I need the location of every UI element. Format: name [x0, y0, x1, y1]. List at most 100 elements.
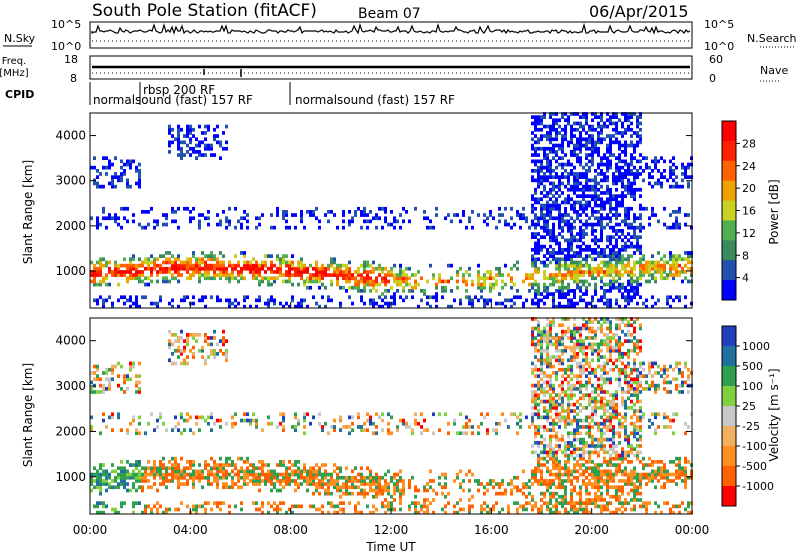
- heatmap-cell: [102, 279, 105, 284]
- heatmap-cell: [276, 257, 279, 262]
- heatmap-cell: [567, 282, 570, 287]
- heatmap-cell: [255, 421, 258, 426]
- heatmap-cell: [573, 374, 576, 378]
- heatmap-cell: [597, 355, 600, 359]
- heatmap-cell: [444, 279, 447, 284]
- heatmap-cell: [141, 466, 144, 471]
- heatmap-cell: [375, 475, 378, 480]
- heatmap-cell: [135, 479, 138, 483]
- heatmap-cell: [177, 355, 180, 359]
- heatmap-cell: [579, 374, 582, 378]
- heatmap-cell: [432, 273, 435, 277]
- heatmap-cell: [669, 295, 672, 300]
- heatmap-cell: [585, 450, 588, 455]
- heatmap-cell: [465, 295, 468, 300]
- heatmap-cell: [540, 178, 543, 183]
- heatmap-cell: [618, 118, 621, 123]
- heatmap-cell: [582, 232, 585, 236]
- heatmap-cell: [615, 285, 618, 290]
- heatmap-cell: [576, 159, 579, 164]
- heatmap-cell: [324, 266, 327, 271]
- heatmap-cell: [555, 491, 558, 496]
- heatmap-cell: [216, 504, 219, 509]
- heatmap-cell: [204, 361, 207, 366]
- heatmap-cell: [330, 210, 333, 214]
- heatmap-cell: [477, 298, 480, 303]
- heatmap-cell: [591, 425, 594, 429]
- heatmap-cell: [558, 304, 561, 309]
- heatmap-cell: [153, 301, 156, 306]
- heatmap-cell: [456, 285, 459, 290]
- heatmap-cell: [177, 348, 180, 353]
- heatmap-cell: [543, 479, 546, 483]
- heatmap-cell: [603, 317, 606, 321]
- heatmap-cell: [597, 244, 600, 249]
- heatmap-cell: [585, 279, 588, 284]
- heatmap-cell: [537, 301, 540, 306]
- heatmap-cell: [621, 285, 624, 290]
- heatmap-cell: [546, 222, 549, 227]
- heatmap-cell: [252, 257, 255, 262]
- heatmap-cell: [588, 498, 591, 502]
- heatmap-cell: [537, 460, 540, 464]
- heatmap-cell: [468, 479, 471, 483]
- heatmap-cell: [483, 213, 486, 217]
- heatmap-cell: [630, 115, 633, 119]
- heatmap-cell: [300, 301, 303, 306]
- heatmap-cell: [606, 409, 609, 413]
- heatmap-cell: [393, 273, 396, 277]
- heatmap-cell: [573, 456, 576, 461]
- heatmap-cell: [123, 485, 126, 490]
- heatmap-cell: [123, 482, 126, 486]
- heatmap-cell: [627, 181, 630, 186]
- heatmap-cell: [561, 285, 564, 290]
- heatmap-cell: [252, 466, 255, 471]
- heatmap-cell: [363, 301, 366, 306]
- heatmap-cell: [540, 134, 543, 138]
- heatmap-cell: [402, 485, 405, 490]
- heatmap-cell: [384, 210, 387, 214]
- heatmap-cell: [549, 159, 552, 164]
- heatmap-cell: [576, 146, 579, 151]
- heatmap-cell: [357, 273, 360, 277]
- heatmap-cell: [498, 206, 501, 211]
- heatmap-cell: [576, 437, 579, 442]
- heatmap-cell: [237, 469, 240, 474]
- heatmap-cell: [246, 456, 249, 461]
- heatmap-cell: [132, 482, 135, 486]
- heatmap-cell: [564, 463, 567, 467]
- y-tick-label: 3000: [55, 174, 86, 188]
- heatmap-cell: [543, 203, 546, 208]
- heatmap-cell: [189, 276, 192, 281]
- heatmap-cell: [612, 270, 615, 274]
- heatmap-cell: [573, 466, 576, 471]
- heatmap-cell: [627, 210, 630, 214]
- heatmap-cell: [222, 463, 225, 467]
- heatmap-cell: [591, 273, 594, 277]
- heatmap-cell: [561, 225, 564, 230]
- heatmap-cell: [171, 352, 174, 356]
- heatmap-cell: [537, 441, 540, 445]
- heatmap-cell: [375, 485, 378, 490]
- heatmap-cell: [129, 295, 132, 300]
- heatmap-cell: [585, 244, 588, 249]
- heatmap-cell: [621, 194, 624, 198]
- heatmap-cell: [327, 488, 330, 493]
- heatmap-cell: [579, 121, 582, 126]
- heatmap-cell: [159, 412, 162, 417]
- heatmap-cell: [303, 282, 306, 287]
- heatmap-cell: [597, 488, 600, 493]
- heatmap-cell: [627, 232, 630, 236]
- heatmap-cell: [627, 279, 630, 284]
- heatmap-cell: [408, 507, 411, 512]
- heatmap-cell: [279, 482, 282, 486]
- heatmap-cell: [591, 406, 594, 410]
- heatmap-cell: [189, 137, 192, 142]
- heatmap-cell: [606, 488, 609, 493]
- heatmap-cell: [564, 444, 567, 448]
- heatmap-cell: [573, 415, 576, 420]
- heatmap-cell: [570, 301, 573, 306]
- heatmap-cell: [585, 115, 588, 119]
- heatmap-cell: [105, 469, 108, 474]
- heatmap-cell: [621, 282, 624, 287]
